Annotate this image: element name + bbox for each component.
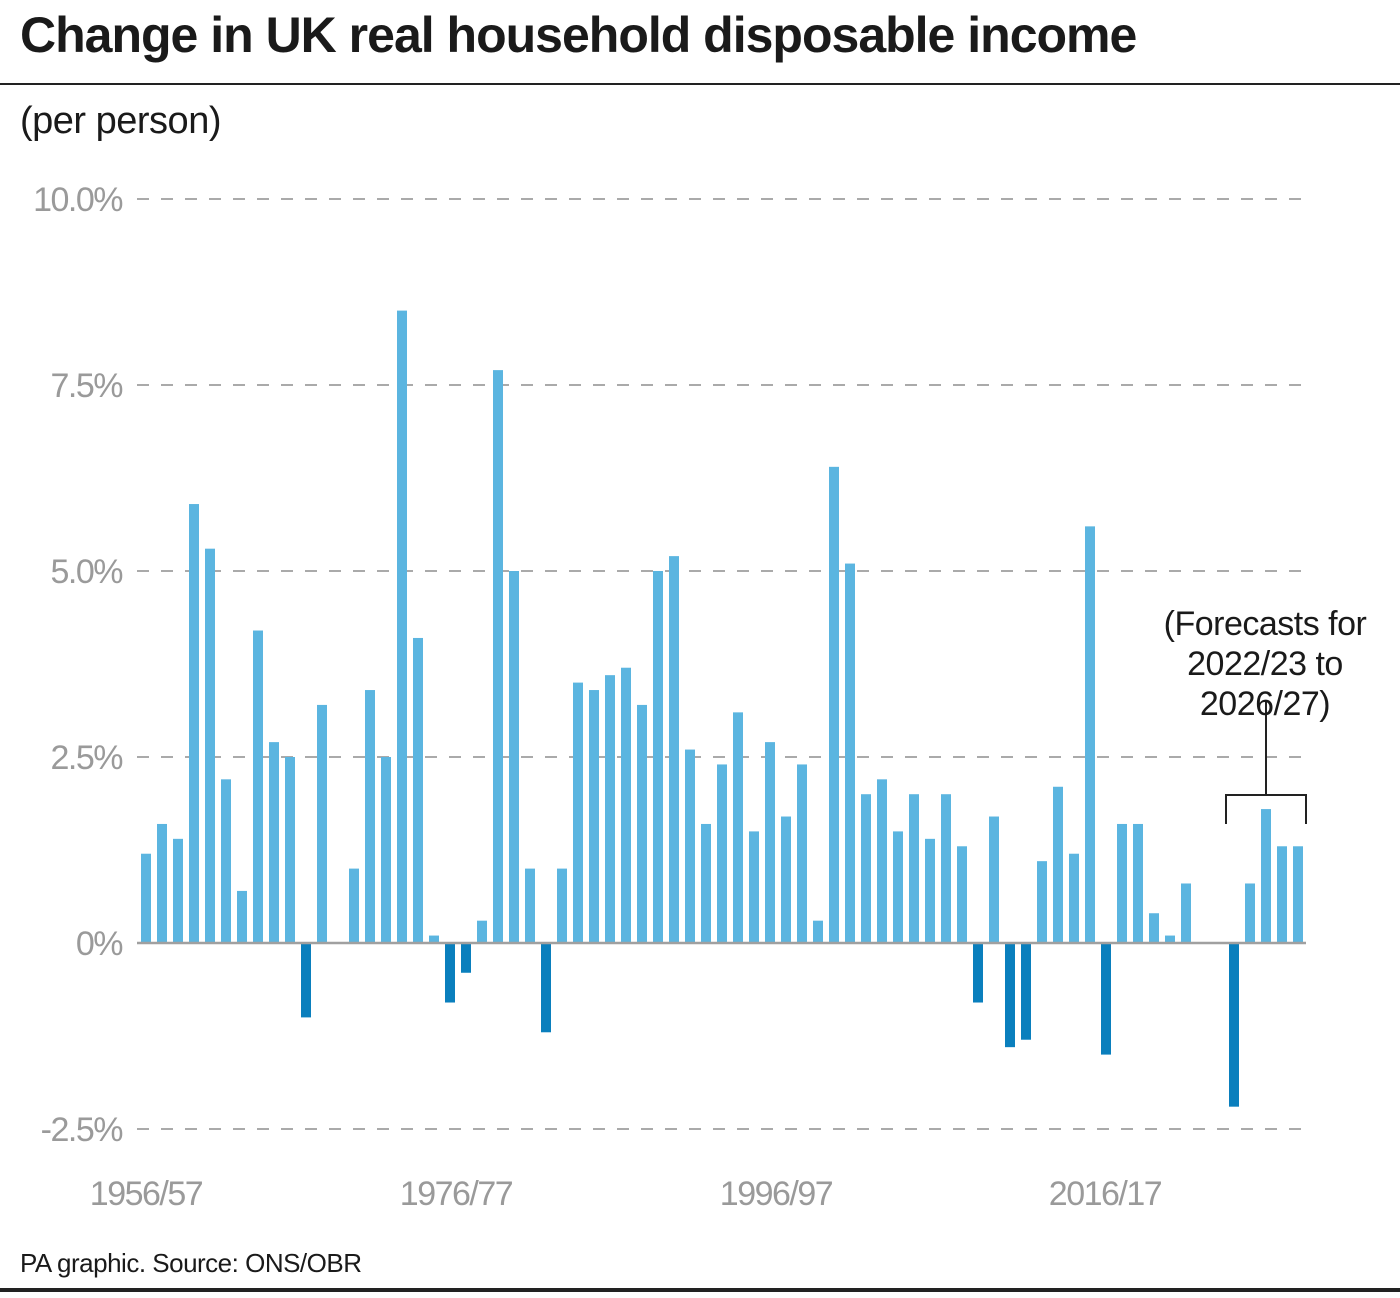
- bar: [365, 690, 375, 943]
- title-divider: [0, 83, 1400, 85]
- bar: [893, 831, 903, 943]
- bar: [1085, 526, 1095, 943]
- gridlines: [137, 198, 1302, 1130]
- bar: [1101, 943, 1111, 1055]
- bar: [621, 667, 631, 943]
- bar: [317, 704, 327, 943]
- y-tick-label: -2.5%: [41, 1111, 124, 1149]
- x-tick-label: 2016/17: [1049, 1175, 1162, 1213]
- bar: [973, 943, 983, 1003]
- bar: [445, 943, 455, 1003]
- bar: [1133, 823, 1143, 943]
- bar: [493, 370, 503, 943]
- bar: [877, 779, 887, 943]
- bar: [557, 868, 567, 943]
- bar: [637, 704, 647, 943]
- bar: [237, 890, 247, 943]
- bar: [397, 310, 407, 944]
- forecast-annotation: (Forecasts for 2022/23 to 2026/27): [1130, 604, 1400, 724]
- bar: [205, 548, 215, 943]
- bar: [925, 838, 935, 943]
- bar: [1021, 943, 1031, 1040]
- bar: [429, 935, 439, 943]
- annotation-line: 2026/27): [1199, 685, 1331, 723]
- bar: [797, 764, 807, 943]
- bar: [461, 943, 471, 973]
- chart-title: Change in UK real household disposable i…: [20, 7, 1137, 63]
- forecast-bracket: [1225, 700, 1307, 824]
- bar: [1005, 943, 1015, 1048]
- y-tick-label: 2.5%: [51, 739, 124, 777]
- bar: [605, 675, 615, 943]
- bar: [141, 853, 151, 943]
- chart-subtitle: (per person): [20, 100, 221, 142]
- x-axis-ticks: 1956/57 1976/77 1996/97 2016/17: [90, 1175, 1163, 1213]
- bar: [989, 816, 999, 943]
- bar: [1117, 823, 1127, 943]
- y-tick-label: 7.5%: [51, 367, 124, 405]
- footer-divider: [0, 1288, 1400, 1292]
- annotation-line: 2022/23 to: [1187, 645, 1343, 683]
- bar: [957, 846, 967, 943]
- bar: [173, 838, 183, 943]
- bar: [1293, 846, 1303, 943]
- bar: [749, 831, 759, 943]
- bar: [717, 764, 727, 943]
- bar: [381, 757, 391, 943]
- bar: [477, 920, 487, 943]
- x-tick-label: 1976/77: [400, 1175, 513, 1213]
- annotation-line: (Forecasts for: [1163, 605, 1367, 643]
- bar: [221, 779, 231, 943]
- bar: [733, 712, 743, 943]
- bar: [701, 823, 711, 943]
- bar: [653, 571, 663, 943]
- bar: [285, 757, 295, 943]
- bar: [765, 742, 775, 943]
- bar: [525, 868, 535, 943]
- y-tick-label: 10.0%: [33, 181, 123, 219]
- bars: [137, 310, 1306, 1107]
- bar: [349, 868, 359, 943]
- bar: [1181, 883, 1191, 943]
- bar: [1149, 913, 1159, 943]
- bar: [1245, 883, 1255, 943]
- bar: [861, 794, 871, 943]
- bar: [413, 637, 423, 943]
- bar: [685, 749, 695, 943]
- bar: [1165, 935, 1175, 943]
- bar: [269, 742, 279, 943]
- source-note: PA graphic. Source: ONS/OBR: [20, 1248, 362, 1278]
- x-tick-label: 1996/97: [720, 1175, 833, 1213]
- bar: [509, 571, 519, 943]
- bar: [189, 504, 199, 943]
- bar: [541, 943, 551, 1033]
- bar: [157, 823, 167, 943]
- bar: [1069, 853, 1079, 943]
- bar: [941, 794, 951, 943]
- y-tick-label: 5.0%: [51, 553, 124, 591]
- bar: [669, 556, 679, 943]
- bar: [1229, 943, 1239, 1107]
- bar: [573, 682, 583, 943]
- bar: [781, 816, 791, 943]
- bar: [829, 466, 839, 943]
- bar: [1277, 846, 1287, 943]
- bar: [589, 690, 599, 943]
- bar: [253, 630, 263, 943]
- bar: [1053, 786, 1063, 943]
- bar: [909, 794, 919, 943]
- x-tick-label: 1956/57: [90, 1175, 203, 1213]
- bar: [1261, 809, 1271, 943]
- bracket-line: [1225, 700, 1307, 824]
- bar: [813, 920, 823, 943]
- bar: [301, 943, 311, 1018]
- y-axis-ticks: 10.0% 7.5% 5.0% 2.5% 0% -2.5%: [33, 181, 125, 1149]
- bar: [1037, 861, 1047, 943]
- bar: [845, 563, 855, 943]
- y-tick-label: 0%: [76, 925, 123, 963]
